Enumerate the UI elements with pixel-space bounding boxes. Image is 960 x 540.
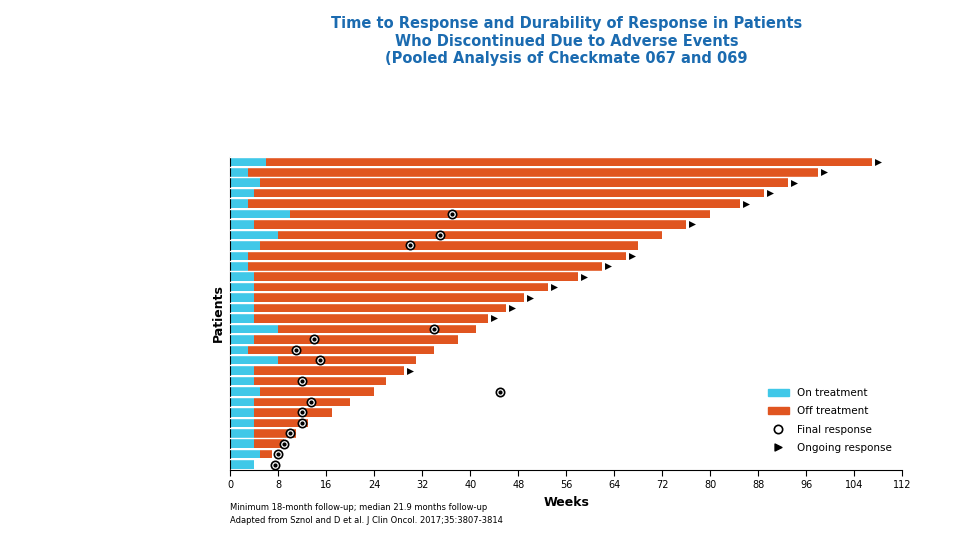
Bar xyxy=(230,220,254,229)
Bar xyxy=(230,325,278,333)
Bar xyxy=(254,408,332,417)
Bar xyxy=(230,387,260,396)
Bar xyxy=(230,429,254,437)
Text: Minimum 18-month follow-up; median 21.9 months follow-up: Minimum 18-month follow-up; median 21.9 … xyxy=(230,503,488,512)
Bar xyxy=(254,293,524,302)
Bar xyxy=(254,429,297,437)
Bar xyxy=(230,231,278,239)
X-axis label: Weeks: Weeks xyxy=(543,496,589,509)
Legend: On treatment, Off treatment, Final response, Ongoing response: On treatment, Off treatment, Final respo… xyxy=(763,383,898,458)
Bar xyxy=(249,168,818,177)
Bar xyxy=(260,450,273,458)
Bar xyxy=(230,397,254,406)
Bar xyxy=(254,366,404,375)
Bar xyxy=(230,460,254,469)
Text: Time to Response and Durability of Response in Patients
Who Discontinued Due to : Time to Response and Durability of Respo… xyxy=(331,16,802,66)
Bar xyxy=(254,397,350,406)
Bar xyxy=(254,189,764,198)
Bar xyxy=(260,387,374,396)
Bar xyxy=(266,158,873,166)
Bar xyxy=(254,377,386,386)
Bar xyxy=(290,210,710,218)
Bar xyxy=(260,241,638,249)
Bar xyxy=(230,189,254,198)
Bar xyxy=(254,314,489,323)
Bar xyxy=(230,440,254,448)
Bar xyxy=(230,272,254,281)
Text: Adapted from Sznol and D et al. J Clin Oncol. 2017;35:3807-3814: Adapted from Sznol and D et al. J Clin O… xyxy=(230,516,503,525)
Bar xyxy=(230,377,254,386)
Bar xyxy=(230,210,290,218)
Bar xyxy=(230,356,278,364)
Bar xyxy=(254,272,578,281)
Bar xyxy=(254,418,308,427)
Bar xyxy=(230,262,249,271)
Bar xyxy=(249,252,626,260)
Bar xyxy=(254,283,548,292)
Bar xyxy=(230,418,254,427)
Bar xyxy=(254,335,459,343)
Bar xyxy=(254,440,284,448)
Bar xyxy=(278,356,417,364)
Bar xyxy=(230,366,254,375)
Bar xyxy=(254,303,507,312)
Bar xyxy=(230,450,260,458)
Bar xyxy=(230,293,254,302)
Bar xyxy=(230,283,254,292)
Bar xyxy=(230,199,249,208)
Bar xyxy=(230,158,266,166)
Bar xyxy=(230,241,260,249)
Y-axis label: Patients: Patients xyxy=(212,284,225,342)
Bar xyxy=(230,168,249,177)
Bar xyxy=(230,346,249,354)
Bar xyxy=(249,199,740,208)
Bar xyxy=(260,178,788,187)
Bar xyxy=(249,346,434,354)
Bar xyxy=(230,314,254,323)
Bar xyxy=(230,178,260,187)
Bar xyxy=(278,325,476,333)
Bar xyxy=(230,335,254,343)
Bar xyxy=(230,303,254,312)
Bar xyxy=(249,262,603,271)
Bar xyxy=(254,220,686,229)
Bar xyxy=(278,231,662,239)
Bar xyxy=(230,252,249,260)
Bar xyxy=(230,408,254,417)
